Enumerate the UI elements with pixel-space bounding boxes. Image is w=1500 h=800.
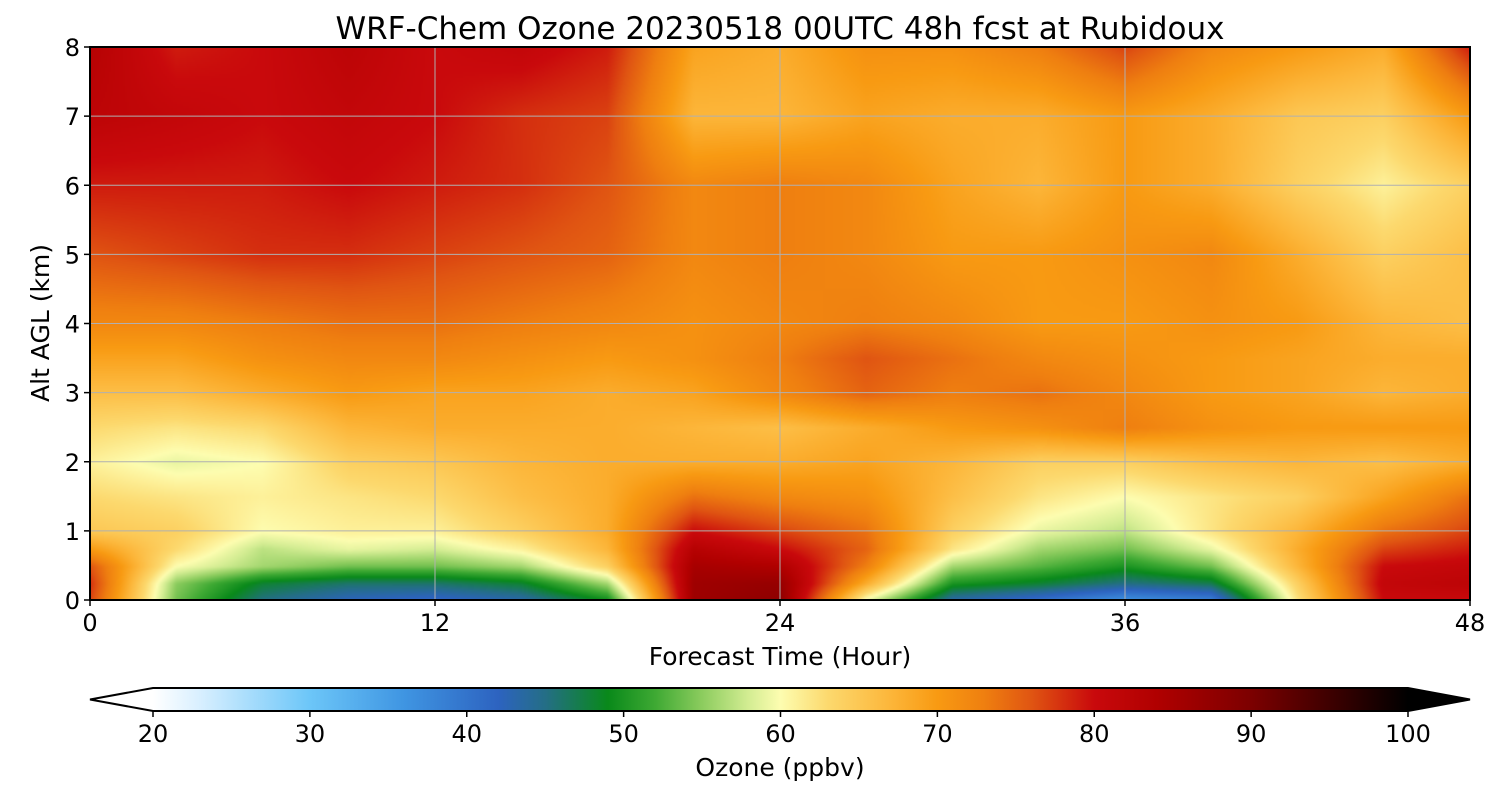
colorbar-tick-label: 50 xyxy=(608,720,639,748)
x-tick-label: 36 xyxy=(1110,609,1141,637)
y-tick-label: 6 xyxy=(65,172,80,200)
y-axis-label: Alt AGL (km) xyxy=(26,244,55,402)
colorbar-extend-low xyxy=(90,688,153,711)
colorbar-extend-high xyxy=(1408,688,1470,711)
y-tick-label: 7 xyxy=(65,103,80,131)
colorbar-tick-label: 90 xyxy=(1236,720,1267,748)
colorbar-tick-label: 80 xyxy=(1079,720,1110,748)
y-tick-label: 4 xyxy=(65,311,80,339)
grid-lines xyxy=(90,47,1470,600)
colorbar: 20 30 40 50 60 70 80 90 100 xyxy=(89,687,1471,748)
colorbar-gradient xyxy=(153,688,1408,711)
y-tick-label: 0 xyxy=(65,587,80,615)
y-tick-label: 3 xyxy=(65,380,80,408)
x-axis-label: Forecast Time (Hour) xyxy=(649,642,912,671)
y-tick-label: 8 xyxy=(65,34,80,62)
colorbar-label: Ozone (ppbv) xyxy=(695,753,864,782)
colorbar-tick-label: 60 xyxy=(765,720,796,748)
colorbar-tick-label: 40 xyxy=(451,720,482,748)
y-tick-label: 2 xyxy=(65,449,80,477)
colorbar-tick-label: 70 xyxy=(922,720,953,748)
x-axis-ticks: 0 12 24 36 48 xyxy=(82,600,1485,637)
chart-title: WRF-Chem Ozone 20230518 00UTC 48h fcst a… xyxy=(335,11,1224,47)
x-tick-label: 48 xyxy=(1455,609,1486,637)
colorbar-tick-label: 100 xyxy=(1385,720,1431,748)
x-tick-label: 12 xyxy=(420,609,451,637)
y-tick-label: 5 xyxy=(65,241,80,269)
y-tick-label: 1 xyxy=(65,518,80,546)
x-tick-label: 0 xyxy=(82,609,97,637)
colorbar-tick-label: 20 xyxy=(138,720,169,748)
x-tick-label: 24 xyxy=(765,609,796,637)
colorbar-tick-label: 30 xyxy=(295,720,326,748)
y-axis-ticks: 0 1 2 3 4 5 6 7 8 xyxy=(65,34,90,615)
